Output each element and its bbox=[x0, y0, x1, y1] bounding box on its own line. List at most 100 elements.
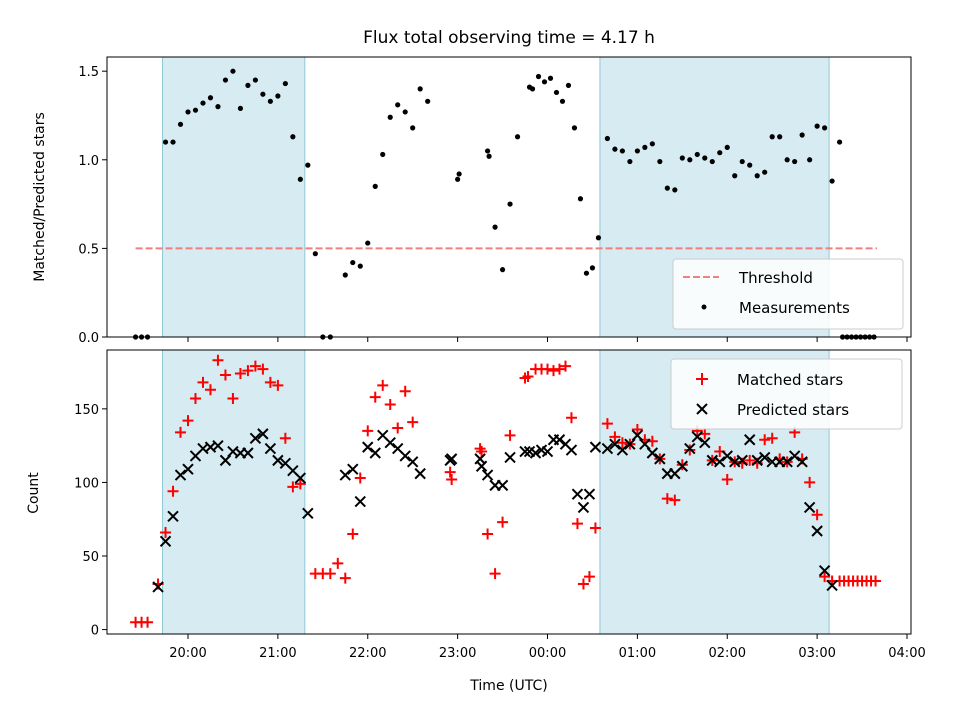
x-axis-label: Time (UTC) bbox=[469, 678, 547, 694]
predicted-star-point bbox=[167, 510, 179, 522]
predicted-star-point bbox=[414, 467, 426, 480]
measurement-point bbox=[739, 158, 745, 165]
measurement-point bbox=[499, 267, 506, 273]
top-y-axis: 0.0 0.5 1.0 1.5 bbox=[78, 65, 107, 346]
measurement-point bbox=[754, 173, 760, 179]
measurement-point bbox=[822, 125, 828, 131]
measurement-point bbox=[777, 134, 783, 140]
matched-star-point bbox=[354, 472, 366, 484]
matched-star-point bbox=[444, 466, 456, 478]
x-tick-label: 21:00 bbox=[259, 646, 296, 661]
matched-star-point bbox=[294, 478, 306, 490]
predicted-star-point bbox=[264, 442, 277, 455]
matched-star-point bbox=[407, 416, 419, 428]
predicted-star-point bbox=[826, 579, 838, 592]
bottom-x-axis: 20:00 21:00 22:00 23:00 00:00 01:00 02:00 03:00… bbox=[169, 634, 926, 661]
bottom-panel: 0 50 100 150 20:00 21:00 22:00 23:00 00:00 01:00… bbox=[26, 349, 926, 694]
predicted-star-point bbox=[751, 454, 763, 467]
x-tick-label: 22:00 bbox=[349, 646, 386, 661]
measurement-point bbox=[305, 162, 311, 168]
matched-star-point bbox=[577, 578, 589, 590]
measurement-point bbox=[455, 176, 461, 182]
measurement-point bbox=[267, 98, 273, 104]
predicted-star-point bbox=[583, 488, 596, 500]
predicted-star-point bbox=[714, 456, 726, 468]
measurement-point bbox=[642, 144, 648, 150]
measurement-point bbox=[170, 139, 176, 145]
matched-star-point bbox=[384, 398, 396, 410]
matched-star-point bbox=[347, 528, 359, 540]
measurement-point bbox=[634, 148, 640, 154]
measurement-point bbox=[709, 158, 715, 165]
matched-star-point bbox=[242, 365, 254, 377]
measurement-point bbox=[732, 173, 738, 179]
matched-star-point bbox=[497, 516, 509, 528]
y-tick-label: 50 bbox=[82, 550, 99, 565]
measurement-point bbox=[807, 157, 813, 163]
matched-star-point bbox=[219, 369, 231, 381]
predicted-star-points bbox=[152, 428, 838, 593]
matched-star-point bbox=[175, 426, 187, 438]
predicted-star-point bbox=[152, 581, 164, 593]
measurement-point bbox=[177, 121, 184, 127]
measurement-point bbox=[162, 139, 169, 145]
measurement-point bbox=[814, 123, 820, 129]
predicted-star-point bbox=[249, 432, 262, 444]
matched-star-point bbox=[565, 412, 577, 424]
measurement-point bbox=[577, 196, 584, 202]
x-tick-label: 00:00 bbox=[529, 646, 566, 661]
matched-star-point bbox=[616, 437, 628, 449]
matched-star-point bbox=[142, 616, 154, 628]
measurement-point bbox=[237, 105, 244, 111]
matched-star-point bbox=[661, 493, 673, 505]
measurement-point bbox=[514, 134, 521, 140]
predicted-star-point bbox=[519, 445, 531, 458]
measurement-point bbox=[612, 146, 618, 152]
matched-star-point bbox=[272, 379, 284, 391]
matched-star-point bbox=[332, 557, 344, 569]
measurement-point bbox=[571, 125, 578, 131]
predicted-star-point bbox=[242, 447, 254, 459]
predicted-star-point bbox=[676, 460, 689, 472]
matched-star-point bbox=[197, 376, 209, 388]
matched-star-point bbox=[160, 526, 172, 538]
y-tick-label: 1.0 bbox=[78, 154, 99, 169]
predicted-star-point bbox=[577, 501, 590, 514]
predicted-star-point bbox=[475, 460, 488, 472]
measurement-point bbox=[559, 98, 566, 104]
predicted-star-point bbox=[339, 469, 351, 481]
matched-star-point bbox=[369, 391, 381, 403]
predicted-star-point bbox=[159, 535, 172, 548]
predicted-star-point bbox=[541, 445, 554, 458]
measurement-point bbox=[350, 259, 356, 266]
matched-star-point bbox=[669, 494, 681, 506]
matched-star-point bbox=[819, 571, 831, 583]
matched-star-point bbox=[583, 571, 595, 583]
predicted-star-point bbox=[601, 442, 614, 455]
predicted-star-point bbox=[589, 441, 602, 453]
measurement-point bbox=[486, 153, 492, 159]
predicted-star-point bbox=[272, 454, 284, 467]
measurement-point bbox=[230, 68, 236, 74]
y-tick-label: 1.5 bbox=[78, 65, 99, 80]
predicted-star-point bbox=[354, 495, 366, 508]
matched-star-point bbox=[811, 509, 823, 521]
predicted-star-point bbox=[553, 434, 566, 446]
legend-predicted-swatch bbox=[696, 403, 708, 415]
predicted-star-point bbox=[257, 428, 269, 440]
measurement-point bbox=[657, 158, 663, 165]
matched-star-point bbox=[631, 423, 643, 435]
bottom-legend-box bbox=[670, 358, 903, 430]
predicted-star-point bbox=[736, 454, 748, 467]
top-panel: 0.0 0.5 1.0 1.5 Matched/Predicted stars Thr… bbox=[32, 56, 912, 346]
predicted-star-point bbox=[174, 469, 187, 481]
matched-star-point bbox=[476, 446, 488, 458]
measurement-point bbox=[252, 77, 259, 83]
matched-star-point bbox=[721, 473, 733, 485]
matched-star-point bbox=[249, 360, 261, 372]
measurement-point bbox=[215, 104, 221, 110]
predicted-star-point bbox=[212, 439, 224, 452]
predicted-star-point bbox=[691, 431, 703, 443]
measurement-point bbox=[312, 251, 318, 257]
